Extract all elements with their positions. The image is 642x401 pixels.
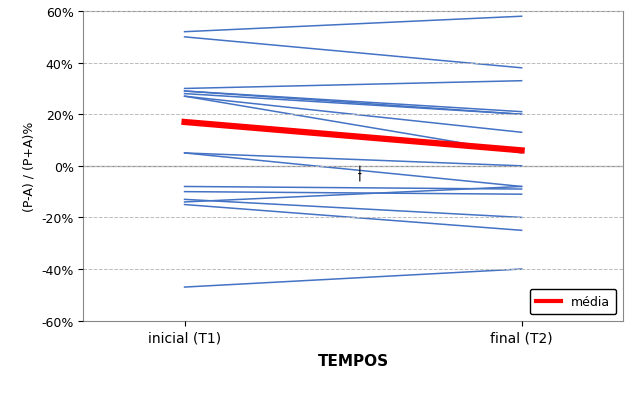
Y-axis label: (P-A) / (P+A)%: (P-A) / (P+A)% — [23, 122, 36, 211]
Legend: média: média — [530, 289, 616, 314]
X-axis label: TEMPOS: TEMPOS — [318, 353, 388, 368]
